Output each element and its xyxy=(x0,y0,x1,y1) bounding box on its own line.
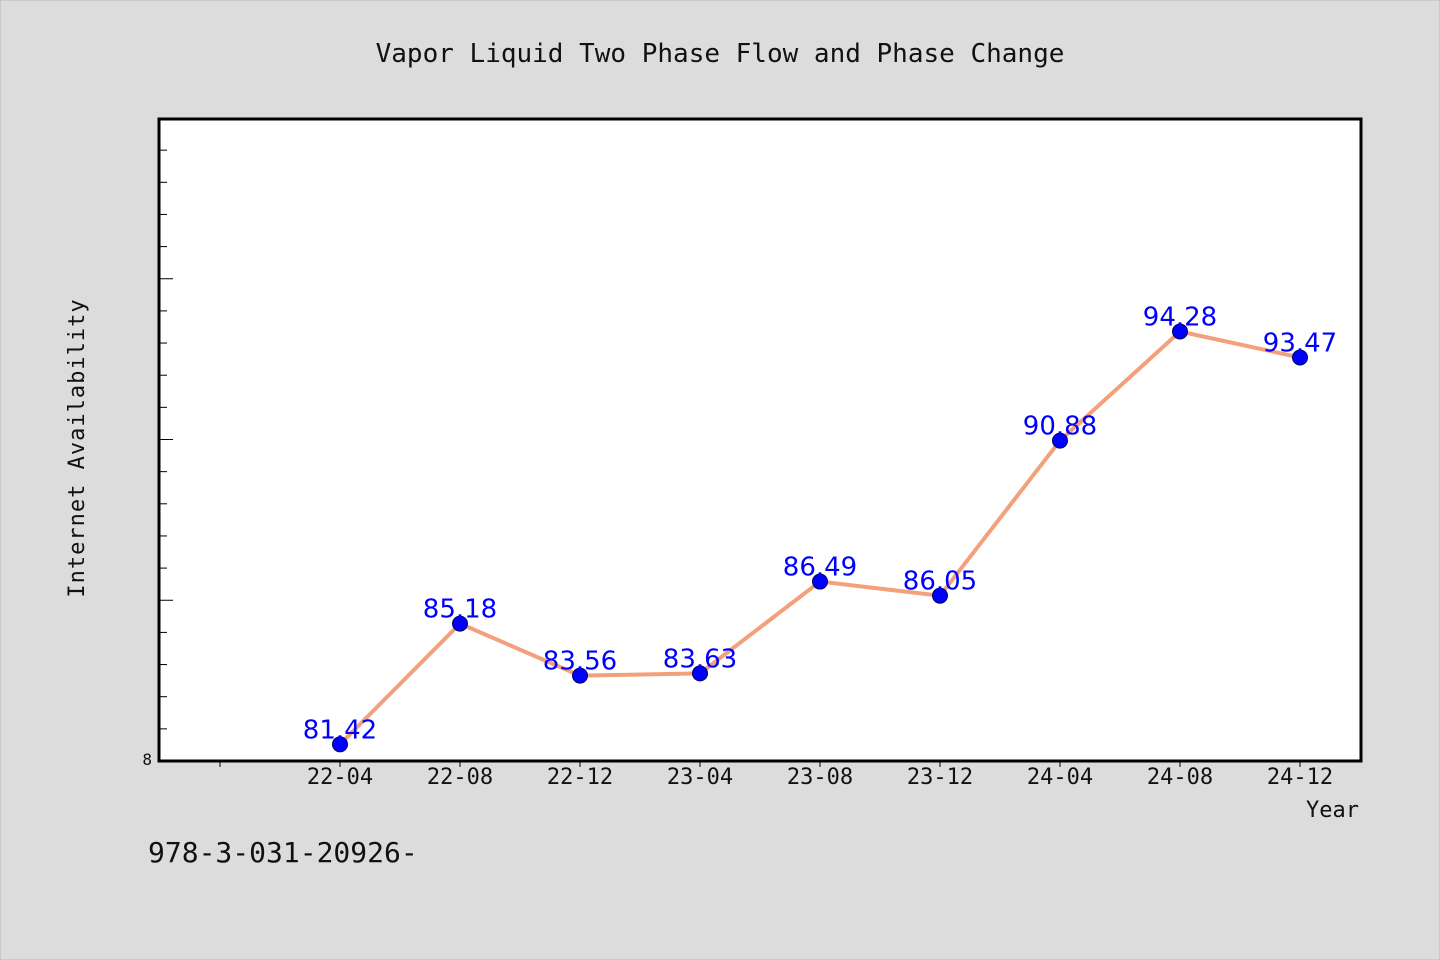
x-tick-label: 22-04 xyxy=(307,765,373,790)
data-point xyxy=(1292,349,1308,366)
data-label: 83.56 xyxy=(543,647,617,677)
plot-area xyxy=(157,117,1363,763)
data-point xyxy=(932,587,948,604)
data-label: 86.49 xyxy=(783,553,857,583)
data-point xyxy=(692,665,708,682)
data-point xyxy=(332,736,348,753)
data-point xyxy=(1052,432,1068,449)
data-label: 81.42 xyxy=(303,715,377,745)
x-tick-label: 24-12 xyxy=(1267,765,1333,790)
y-tick-label: 8 xyxy=(142,750,152,769)
x-tick-labels: 22-04 22-08 22-12 23-04 23-08 23-12 24-04 24-08… xyxy=(307,765,1333,790)
x-tick-label: 23-08 xyxy=(787,765,853,790)
series-layer: 81.42 85.18 83.56 83.63 86.49 86.05 90.88 94.28… xyxy=(303,303,1337,753)
x-tick-label: 22-12 xyxy=(547,765,613,790)
data-label: 93.47 xyxy=(1263,329,1337,359)
chart-title: Vapor Liquid Two Phase Flow and Phase Ch… xyxy=(376,39,1065,69)
x-tick-label: 23-04 xyxy=(667,765,733,790)
x-axis-ticks xyxy=(219,761,1301,767)
data-point xyxy=(452,615,468,632)
data-label: 85.18 xyxy=(423,595,497,625)
data-point xyxy=(572,667,588,684)
x-axis-label: Year xyxy=(1306,798,1359,823)
x-tick-label: 24-04 xyxy=(1027,765,1093,790)
data-point xyxy=(1172,323,1188,340)
x-tick-label: 23-12 xyxy=(907,765,973,790)
x-tick-label: 24-08 xyxy=(1147,765,1213,790)
data-label: 94.28 xyxy=(1143,303,1217,333)
footer-code: 978-3-031-20926- xyxy=(148,836,418,869)
data-label: 90.88 xyxy=(1023,412,1097,442)
data-label: 83.63 xyxy=(663,644,737,674)
y-axis-ticks xyxy=(159,149,173,762)
data-label: 86.05 xyxy=(903,567,977,597)
data-point xyxy=(812,573,828,590)
y-axis-label: Internet Availability xyxy=(65,298,90,597)
x-tick-label: 22-08 xyxy=(427,765,493,790)
